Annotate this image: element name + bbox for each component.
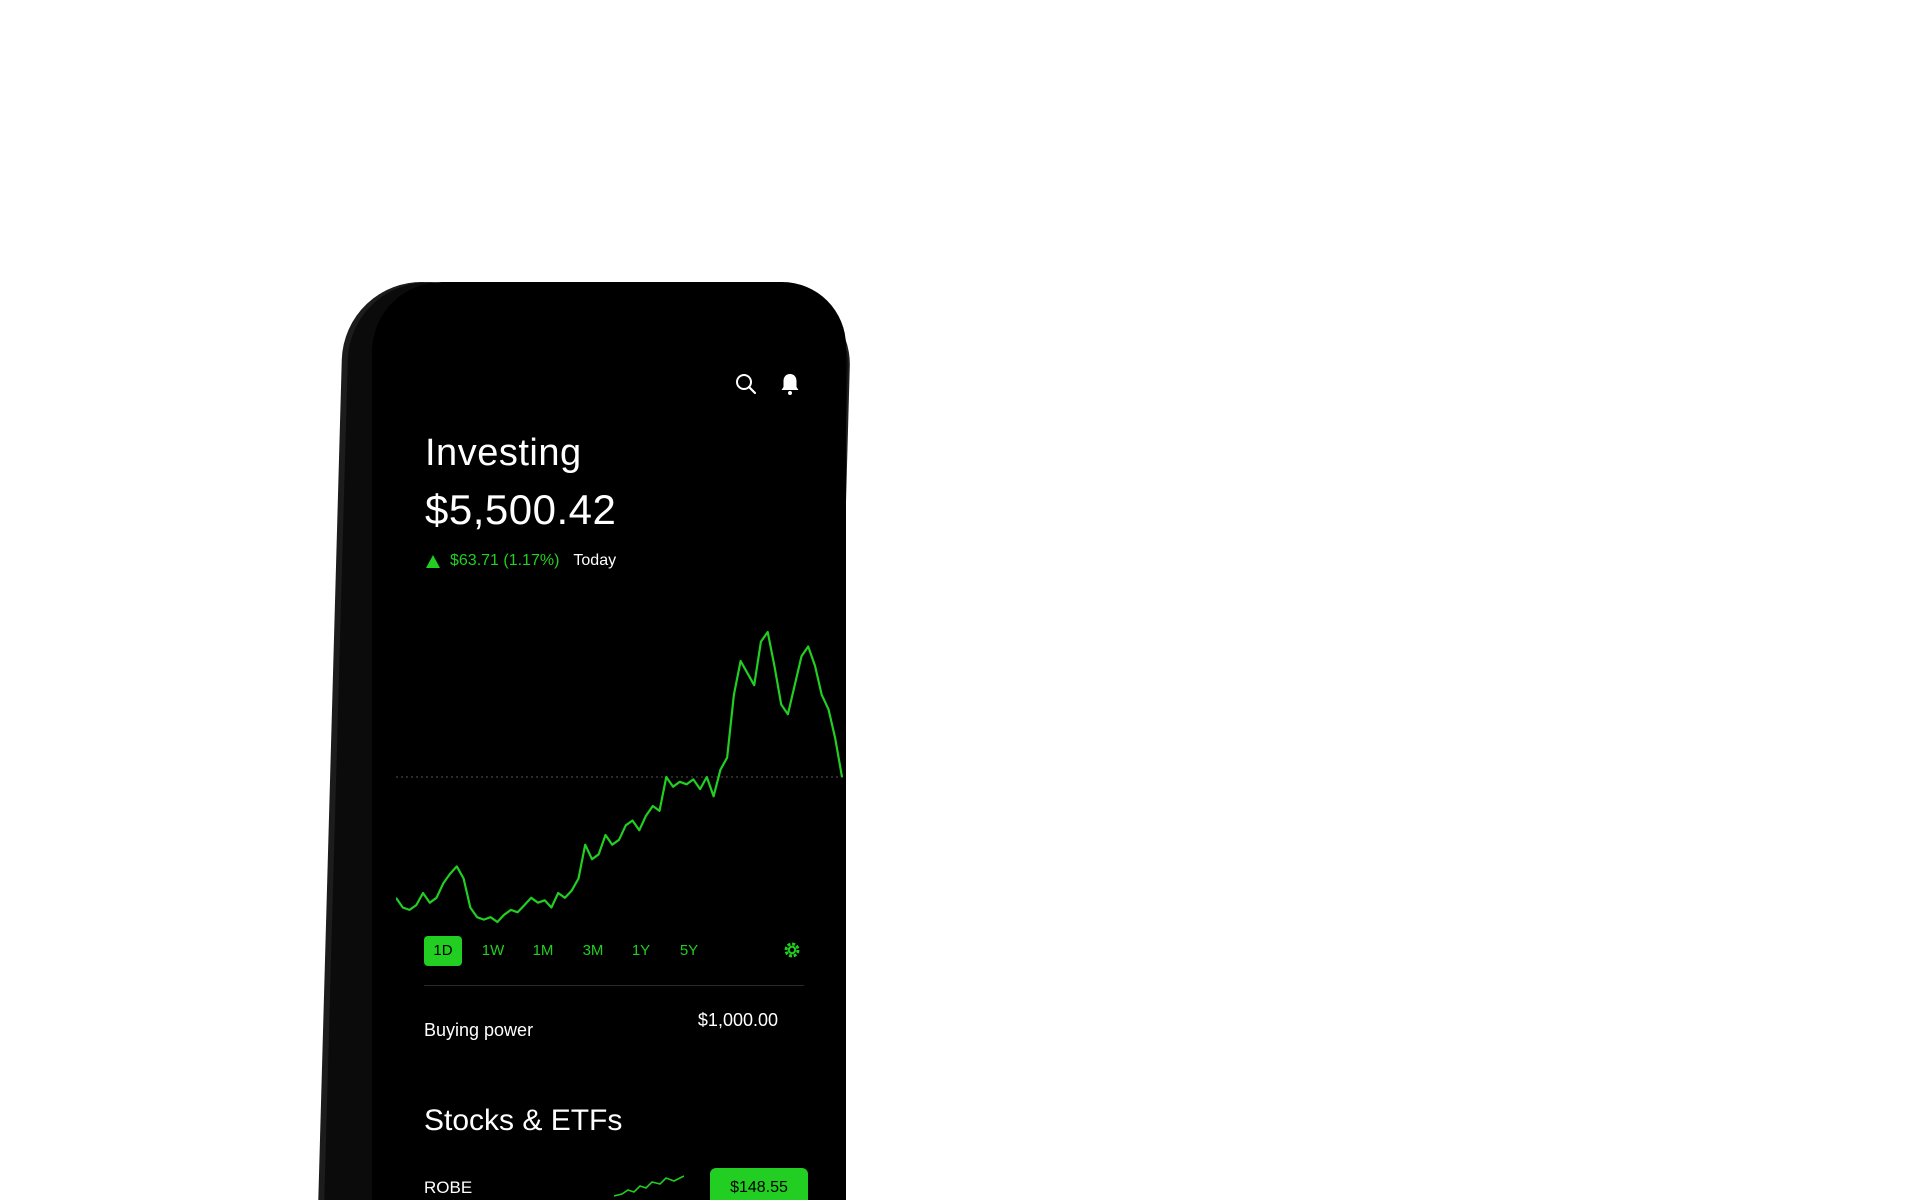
bell-icon[interactable]: [776, 370, 804, 398]
chart-series-line: [396, 630, 844, 924]
change-period: Today: [573, 552, 617, 569]
range-5y[interactable]: 5Y: [679, 942, 699, 959]
buying-power-label: Buying power: [424, 1020, 534, 1040]
stock-price-button[interactable]: $148.55: [710, 1168, 808, 1200]
change-value: $63.71 (1.17%): [450, 552, 560, 569]
buying-power-value: $1,000.00: [697, 1010, 778, 1030]
divider: [424, 985, 804, 986]
range-3m[interactable]: 3M: [582, 942, 604, 959]
search-icon[interactable]: [732, 370, 760, 398]
range-selector: 1D 1W 1M 3M 1Y 5Y: [424, 936, 804, 968]
portfolio-chart[interactable]: [396, 612, 846, 942]
page-title: Investing: [425, 432, 582, 474]
up-arrow-icon: [426, 554, 440, 568]
portfolio-balance: $5,500.42: [425, 486, 617, 533]
range-1y[interactable]: 1Y: [631, 942, 651, 959]
daily-change: $63.71 (1.17%) Today: [426, 552, 616, 570]
stock-row[interactable]: ROBE $148.55: [424, 1168, 808, 1200]
stock-ticker: ROBE: [424, 1178, 473, 1197]
range-1m[interactable]: 1M: [532, 942, 554, 959]
stock-sparkline: [614, 1175, 684, 1197]
phone-screen: Investing $5,500.42 $63.71 (1.17%) Today…: [372, 282, 846, 1200]
gear-icon[interactable]: [782, 940, 802, 960]
range-1d[interactable]: 1D: [424, 936, 462, 966]
stocks-section-title: Stocks & ETFs: [424, 1104, 623, 1137]
range-1w[interactable]: 1W: [481, 942, 505, 959]
